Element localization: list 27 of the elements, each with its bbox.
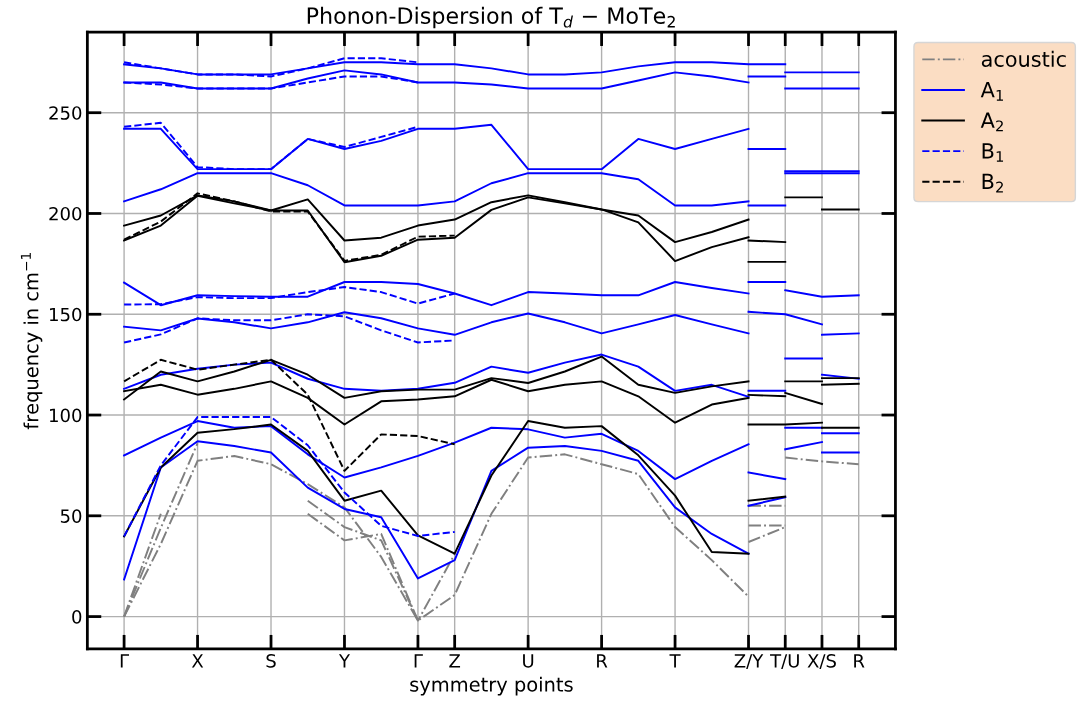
y-tick-label: 250 (49, 106, 82, 120)
legend-label: B$_{2}$ (982, 173, 1003, 193)
legend-label: A$_{2}$ (980, 112, 1003, 132)
chart-title: Phonon-Dispersion of T$_{d}$ − MoTe$_{2}$ (307, 6, 675, 29)
legend-label: B$_{1}$ (982, 143, 1004, 162)
legend-label: A$_{1}$ (980, 82, 1003, 101)
x-tick-label: Γ (120, 654, 130, 668)
x-tick-label: U (523, 654, 534, 668)
y-tick-label: 0 (72, 610, 82, 624)
x-tick-label: T (669, 654, 681, 668)
x-tick-label: R (854, 654, 865, 668)
y-tick-label: 100 (50, 408, 82, 423)
x-tick-label: Γ (414, 654, 423, 668)
y-tick-label: 50 (60, 509, 82, 523)
y-tick-label: 200 (49, 206, 82, 221)
y-axis-title: frequency in cm$^{−1}$ (20, 253, 43, 430)
legend-label: acoustic (981, 50, 1066, 67)
x-axis-title: symmetry points (410, 676, 573, 696)
x-tick-label: R (597, 654, 608, 668)
x-tick-label: X (191, 654, 204, 668)
x-tick-label: T/U (770, 654, 799, 670)
y-tick-label: 150 (50, 307, 82, 322)
x-tick-label: Y (338, 654, 351, 668)
x-tick-label: Z (449, 654, 461, 668)
x-tick-label: S (266, 654, 276, 668)
x-tick-label: Z/Y (734, 654, 764, 670)
x-tick-label: X/S (807, 654, 836, 670)
